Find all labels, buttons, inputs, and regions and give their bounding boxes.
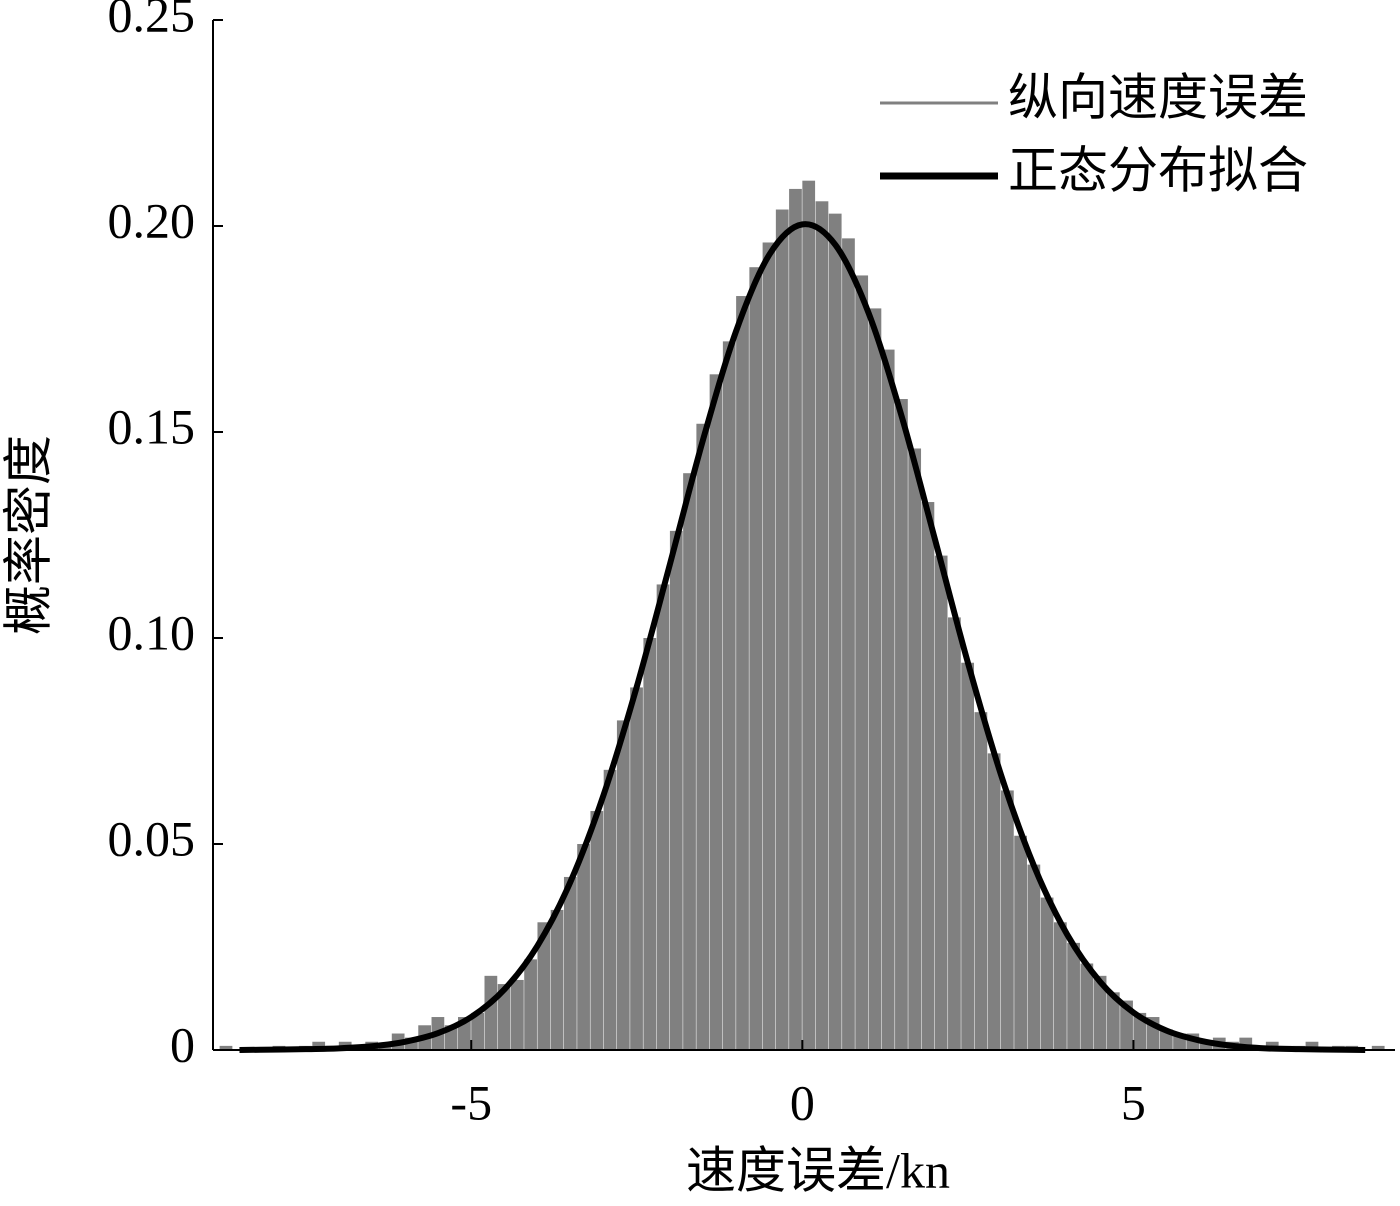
- histogram-bar: [974, 712, 988, 1050]
- histogram-bar: [789, 188, 802, 1051]
- histogram-bar: [868, 308, 882, 1050]
- histogram-bar: [656, 584, 670, 1050]
- histogram-bar: [1053, 922, 1067, 1050]
- histogram-bar: [1001, 790, 1014, 1050]
- histogram-bar: [775, 209, 789, 1050]
- histogram-bar: [1027, 864, 1041, 1050]
- histogram-bar: [762, 242, 776, 1051]
- histogram-bar: [1080, 963, 1094, 1050]
- histogram-bar: [1040, 897, 1054, 1050]
- histogram-bar: [828, 213, 842, 1050]
- x-tick-label: 0: [790, 1074, 815, 1130]
- histogram-bar: [1371, 1045, 1385, 1050]
- y-tick-label: 0: [170, 1016, 195, 1072]
- y-axis-label: 概率密度: [0, 435, 56, 635]
- histogram-bar: [722, 341, 736, 1050]
- histogram-bar: [749, 267, 763, 1050]
- histogram-bar: [895, 399, 908, 1050]
- histogram-bar: [616, 720, 630, 1050]
- histogram-bar: [1305, 1041, 1319, 1050]
- histogram-bar: [537, 922, 551, 1050]
- histogram-bar: [881, 349, 895, 1051]
- histogram-bar: [1014, 835, 1027, 1050]
- x-axis-label: 速度误差/kn: [686, 1142, 950, 1198]
- legend-label: 正态分布拟合: [1008, 142, 1308, 198]
- histogram-bar: [802, 180, 816, 1050]
- histogram-bar: [524, 959, 537, 1050]
- fit-line: [239, 221, 1366, 1053]
- histogram-bar: [577, 844, 590, 1050]
- histogram-bar: [1067, 942, 1080, 1050]
- histogram-bar: [590, 811, 604, 1050]
- histogram-bar: [484, 975, 498, 1050]
- histogram-bar: [908, 448, 922, 1051]
- x-tick-label: -5: [450, 1074, 492, 1130]
- histogram-bar: [736, 296, 749, 1050]
- histogram-bar: [683, 473, 696, 1050]
- histogram-bar: [603, 769, 617, 1050]
- histogram-bar: [630, 687, 643, 1050]
- histogram-bar: [563, 876, 577, 1050]
- histogram-bar: [312, 1041, 326, 1050]
- histogram-bar: [815, 201, 829, 1050]
- histogram-bar: [643, 638, 657, 1050]
- histogram-bar: [471, 1012, 484, 1050]
- x-tick-label: 5: [1121, 1074, 1146, 1130]
- histogram-bar: [987, 753, 1001, 1050]
- y-tick-label: 0.05: [108, 810, 196, 866]
- y-tick-label: 0.20: [108, 192, 196, 248]
- y-tick-label: 0.25: [108, 0, 196, 42]
- histogram-bar: [550, 909, 564, 1050]
- histogram-bar: [696, 423, 710, 1050]
- histogram-bar: [1106, 992, 1120, 1050]
- histogram-bar: [1199, 1041, 1213, 1050]
- histogram-bar: [497, 984, 511, 1050]
- legend-label: 纵向速度误差: [1008, 69, 1308, 125]
- histogram-bar: [842, 238, 855, 1051]
- histogram-bar: [948, 617, 961, 1050]
- histogram-bar: [378, 1045, 392, 1050]
- y-tick-label: 0.10: [108, 604, 196, 660]
- histogram-bar: [1093, 975, 1107, 1050]
- histogram-bar: [921, 502, 935, 1050]
- histogram-bar: [961, 662, 975, 1050]
- histogram-bar: [855, 275, 869, 1050]
- histogram-bar: [219, 1045, 233, 1050]
- histogram-bar: [934, 555, 948, 1050]
- histogram-bar: [669, 530, 683, 1050]
- histogram-bar: [709, 374, 723, 1050]
- histogram-bar: [510, 979, 524, 1050]
- y-tick-label: 0.15: [108, 398, 196, 454]
